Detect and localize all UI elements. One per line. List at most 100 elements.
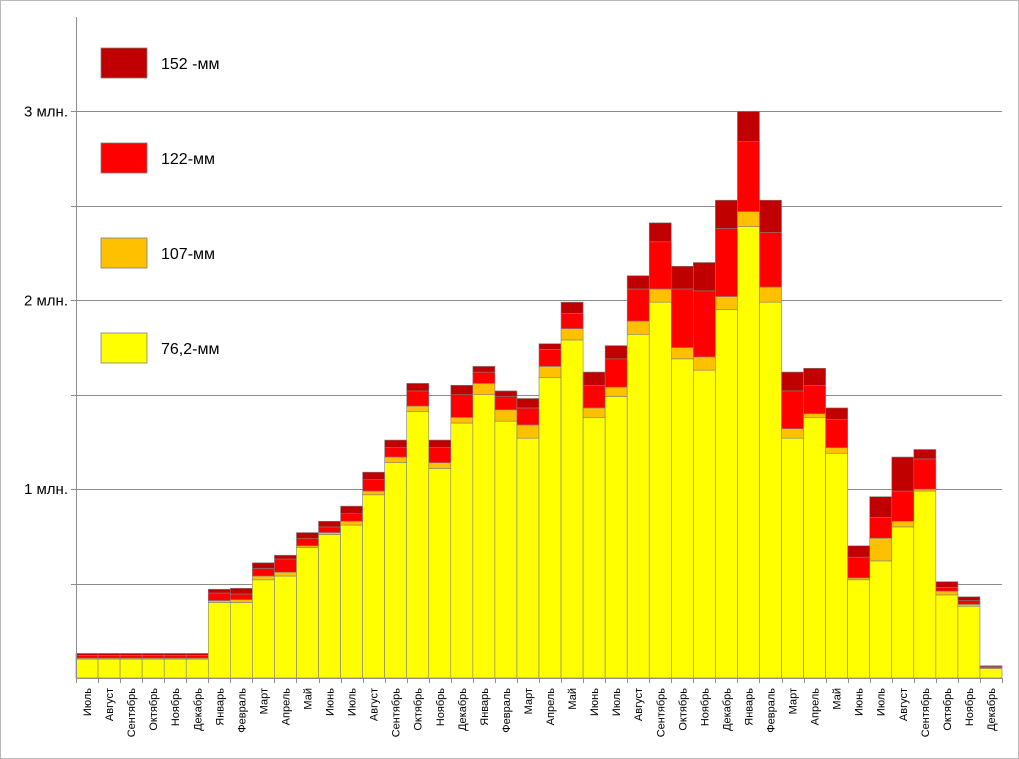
bar-segment [737,111,760,142]
legend-swatch [100,142,148,174]
bar-segment [913,458,937,490]
x-tick-label: Декабрь [192,688,204,731]
bar-segment [538,343,562,350]
bar-segment [604,396,628,679]
bar-segment [318,520,341,528]
bar-segment [693,262,716,292]
y-tick-label: 2 млн. [24,292,68,309]
bar-segment [97,655,121,659]
bar-segment [560,339,584,679]
bar-segment [340,520,363,526]
x-tick-label: Февраль [501,688,513,733]
x-tick-label: Ноябрь [699,688,711,726]
bar-segment [935,594,959,679]
x-tick-label: Декабрь [986,688,998,731]
bar-segment [230,599,253,603]
bar-segment [869,537,893,562]
bar-segment [891,526,915,679]
bar-segment [516,424,540,439]
bar-segment [362,494,385,679]
x-tick-label: Январь [743,688,755,726]
legend-swatch [100,237,148,269]
bar-segment [516,398,540,409]
bar-segment [296,532,319,539]
bar-segment [957,605,981,679]
legend-swatch [100,47,148,79]
bar-segment [913,490,937,679]
legend-label: 76,2-мм [161,341,219,358]
bar-segment [274,571,297,577]
bar-segment [340,505,363,514]
x-tick-label: Август [633,688,645,721]
bar-segment [428,447,452,463]
bar-segment [516,407,540,426]
bar-segment [450,384,474,396]
bar-segment [75,653,99,656]
x-tick-label: Март [523,688,535,714]
bar-segment [869,517,893,539]
x-tick-label: Май [832,688,844,710]
bar-segment [737,226,760,679]
bar-segment [560,301,584,314]
bar-segment [516,437,540,679]
bar-segment [670,265,694,290]
bar-segment [604,358,628,388]
bar-segment [979,668,1003,679]
x-tick-label: Июль [876,688,888,716]
bar-segment [560,313,584,329]
bar-segment [825,407,848,420]
bar-segment [141,655,165,659]
bar-segment [715,199,738,229]
bar-segment [759,199,782,233]
bar-segment [891,456,915,492]
bar-segment [274,575,297,679]
bar-segment [803,384,826,414]
bar-segment [384,439,408,448]
bar-segment [891,520,915,528]
bar-segment [384,462,408,679]
bar-segment [869,496,893,518]
bar-segment [472,371,496,384]
bar-segment [163,653,187,656]
bar-segment [274,558,297,573]
bar-segment [207,588,231,594]
y-tick-labels: 1 млн. 2 млн. 3 млн. [24,103,68,498]
bar-segment [450,417,474,424]
bar-segment [97,658,121,679]
bar-segment [781,390,804,430]
bar-segment [119,655,143,659]
bar-segment [318,534,341,679]
bar-segment [560,328,584,341]
bar-segment [935,590,959,596]
x-tick-label: Май [303,688,315,710]
bar-segment [75,655,99,659]
x-tick-label: Март [788,688,800,714]
bar-segment [494,390,518,397]
bar-segment [759,301,782,679]
bar-segment [97,653,121,656]
bar-segment [670,288,694,348]
bar-segment [715,309,738,679]
bar-segment [362,471,385,480]
x-tick-label: Сентябрь [655,688,667,738]
bar-segment [847,545,871,558]
x-tick-labels: Июль Август Сентябрь Октябрь Ноябрь Декабрь Ян… [82,688,998,738]
bar-segment [163,655,187,659]
bar-segment [891,490,915,522]
bar-segment [296,537,319,547]
x-tick-label: Июль [82,688,94,716]
bar-segment [781,428,804,439]
bar-segment [869,560,893,679]
x-tick-label: Ноябрь [170,688,182,726]
bar-segment [230,587,253,595]
x-tick-label: Ноябрь [964,688,976,726]
bar-segment [935,587,959,592]
bar-segment [693,290,716,358]
bar-segment [648,241,672,290]
bar-segment [670,358,694,679]
bar-segment [715,296,738,311]
bar-segment [141,658,165,679]
bar-segment [847,556,871,579]
bar-segment [715,228,738,297]
